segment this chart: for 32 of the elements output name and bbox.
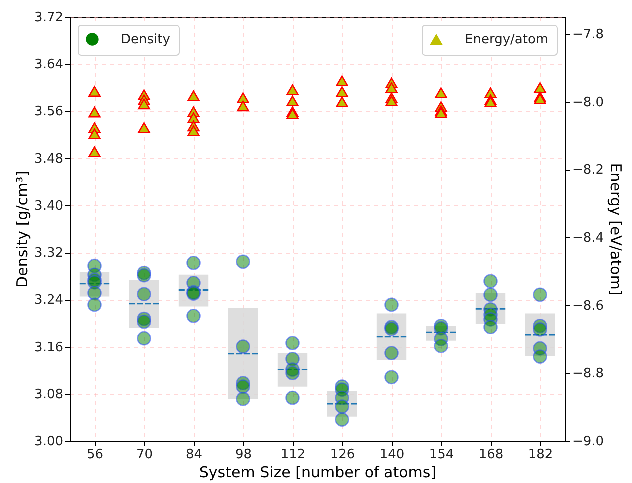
x-tick-label: 112 [280, 448, 306, 462]
x-tick-label: 56 [86, 448, 104, 462]
x-tick-label: 70 [136, 448, 154, 462]
y2-tick-label: −9.0 [572, 434, 604, 450]
x-tick-label: 182 [528, 448, 554, 462]
y2-tick-label: −8.0 [572, 95, 604, 110]
y2-axis-title: Energy [eV/atom] [607, 163, 626, 296]
y-tick-label: 3.64 [34, 58, 64, 73]
y2-tick-label: −8.6 [572, 298, 604, 314]
y-axis-title: Density [g/cm³] [14, 171, 32, 288]
legend-label: Density [121, 32, 171, 48]
x-tick-label: 126 [330, 448, 356, 462]
legend-label: Energy/atom [465, 32, 549, 48]
y-tick-label: 3.24 [34, 293, 64, 308]
y2-tick-label: −8.2 [572, 163, 604, 178]
x-tick-label: 140 [380, 448, 405, 462]
y-tick-label: 3.72 [34, 10, 64, 26]
y-tick-label: 3.08 [34, 387, 64, 402]
x-tick-label: 168 [478, 448, 504, 462]
y-tick-label: 3.16 [34, 340, 64, 356]
x-tick-label: 98 [235, 448, 252, 462]
x-tick-label: 84 [186, 448, 203, 462]
x-tick-label: 154 [429, 448, 454, 462]
y-tick-label: 3.32 [34, 246, 64, 262]
y2-tick-label: −8.8 [572, 366, 604, 382]
y-tick-label: 3.56 [34, 104, 64, 120]
y-tick-label: 3.40 [34, 198, 64, 214]
y-tick-label: 3.48 [34, 152, 64, 167]
y2-tick-label: −7.8 [572, 27, 604, 42]
y2-tick-label: −8.4 [572, 230, 604, 246]
y-tick-label: 3.00 [34, 434, 64, 450]
x-axis-title: System Size [number of atoms] [199, 464, 437, 482]
